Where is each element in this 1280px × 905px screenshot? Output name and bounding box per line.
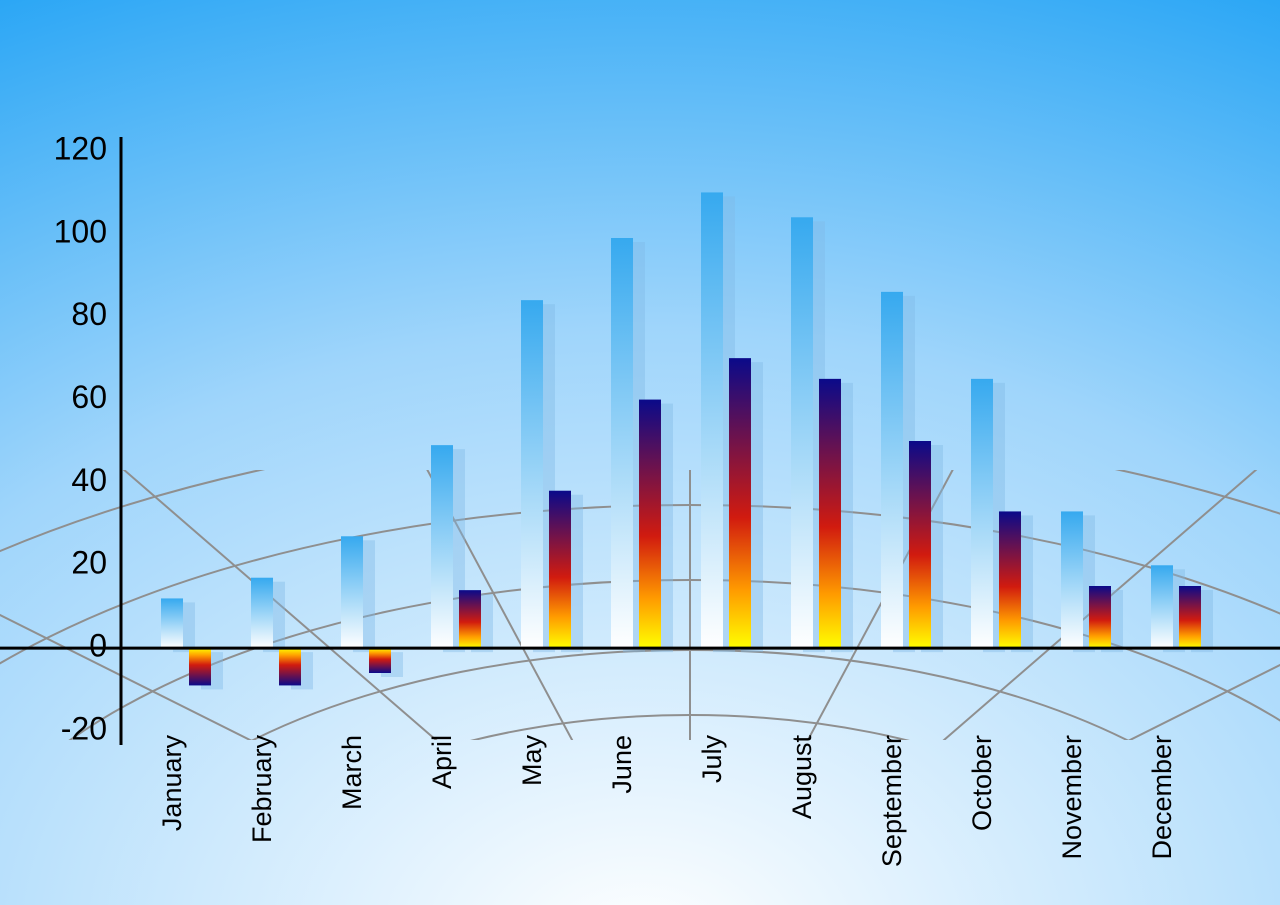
x-category-label: September [877,735,907,867]
x-category-label: March [337,735,367,810]
y-tick-label: 120 [54,130,107,166]
bar-series_blue [881,292,903,648]
x-category-label: October [967,735,997,831]
bar-series_blue [791,217,813,648]
bar-series_fire [819,379,841,648]
x-category-label: November [1057,735,1087,860]
bar-series_fire [459,590,481,648]
bar-series_blue [971,379,993,648]
x-category-label: April [427,735,457,789]
y-tick-label: 60 [71,379,107,415]
chart-svg: -20 0 20 40 60 80 100 120 January February March Ap… [0,0,1280,905]
bar-series_fire [999,511,1021,648]
y-tick-label: -20 [61,710,107,746]
x-category-label: January [157,735,187,832]
bar-series_fire [279,648,301,685]
bar-series_fire [189,648,211,685]
bar-series_blue [521,300,543,648]
y-tick-label: 80 [71,296,107,332]
bar-series_fire [549,491,571,648]
y-tick-label: 0 [89,628,107,664]
y-tick-label: 100 [54,213,107,249]
y-tick-label: 40 [71,462,107,498]
x-category-label: August [787,735,817,820]
bar-series_blue [1061,511,1083,648]
bar-series_blue [341,536,363,648]
bar-series_fire [369,648,391,673]
bar-series_blue [251,578,273,648]
x-category-label: July [697,735,727,784]
bar-series_fire [639,400,661,649]
bar-series_blue [701,192,723,648]
chart-container: -20 0 20 40 60 80 100 120 January February March Ap… [0,0,1280,905]
y-tick-label: 20 [71,545,107,581]
bar-series_blue [161,598,183,648]
x-category-label: December [1147,735,1177,860]
x-category-label: May [517,735,547,787]
bar-series_fire [1089,586,1111,648]
bar-series_fire [909,441,931,648]
bar-series_fire [1179,586,1201,648]
x-category-label: February [247,735,277,844]
bar-series_blue [611,238,633,648]
bar-series_fire [729,358,751,648]
x-category-label: June [607,735,637,794]
bar-series_blue [431,445,453,648]
bar-series_blue [1151,565,1173,648]
